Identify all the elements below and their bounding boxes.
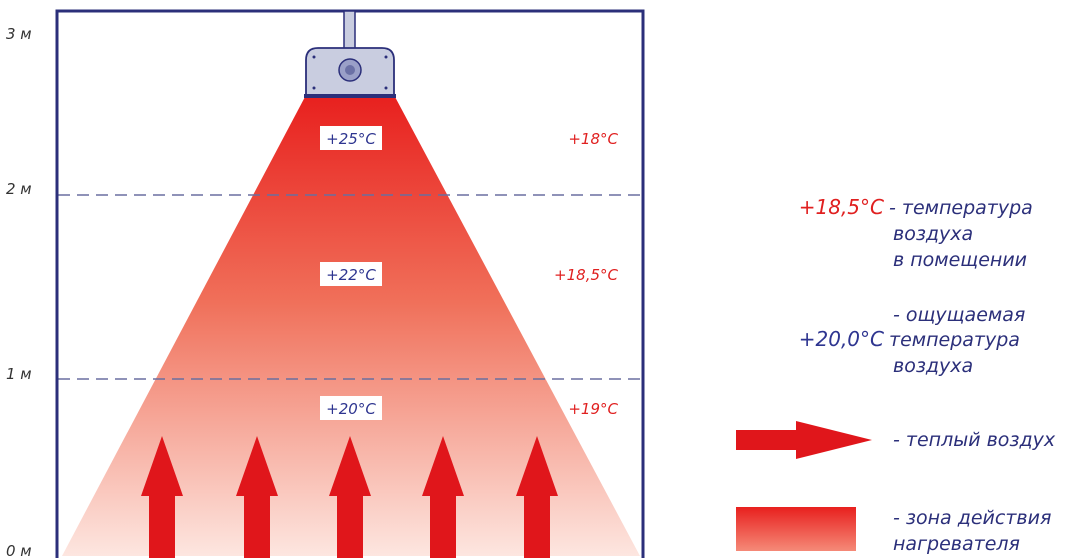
heater-icon: [304, 47, 396, 98]
axis-label-1m: 1 м: [6, 365, 32, 383]
legend-warm-air-desc: - теплый воздух: [893, 429, 1056, 451]
legend-felt-temp-desc-3: воздуха: [893, 355, 973, 377]
up-arrow-5: [516, 436, 558, 558]
felt-temp-box-2: [320, 262, 382, 286]
air-temp-3: +19°C: [568, 400, 618, 418]
air-temp-2: +18,5°C: [554, 266, 618, 284]
air-temp-1: +18°C: [568, 130, 618, 148]
up-arrow-2: [236, 436, 278, 558]
legend-warm-air-arrow: [736, 421, 872, 459]
heater-beam: [62, 95, 640, 556]
axis-label-2m: 2 м: [6, 180, 32, 198]
felt-temp-3: +20°C: [326, 400, 376, 418]
legend-heater-zone-desc-1: - зона действия: [893, 507, 1051, 529]
felt-temp-2: +22°C: [326, 266, 376, 284]
legend-air-temp-desc-1: - температура: [889, 197, 1033, 219]
legend-heater-zone-swatch: [736, 507, 856, 551]
legend-heater-zone-desc-2: нагревателя: [893, 533, 1020, 555]
legend-felt-temp-desc-1: - ощущаемая: [893, 304, 1025, 326]
legend-air-temp-desc-2: воздуха: [893, 223, 973, 245]
felt-temp-box-1: [320, 126, 382, 150]
axis-label-0m: 0 м: [6, 542, 32, 558]
legend-felt-temp-desc-2: температура: [889, 329, 1020, 351]
legend-felt-temp-value: +20,0°C: [799, 327, 884, 351]
felt-temp-box-3: [320, 396, 382, 420]
legend-air-temp-desc-3: в помещении: [893, 249, 1027, 271]
up-arrow-4: [422, 436, 464, 558]
axis-label-3m: 3 м: [6, 25, 32, 43]
felt-temp-1: +25°C: [326, 130, 376, 148]
warm-air-arrows: [141, 436, 558, 558]
legend-air-temp-value: +18,5°C: [799, 195, 884, 219]
up-arrow-3: [329, 436, 371, 558]
up-arrow-1: [141, 436, 183, 558]
